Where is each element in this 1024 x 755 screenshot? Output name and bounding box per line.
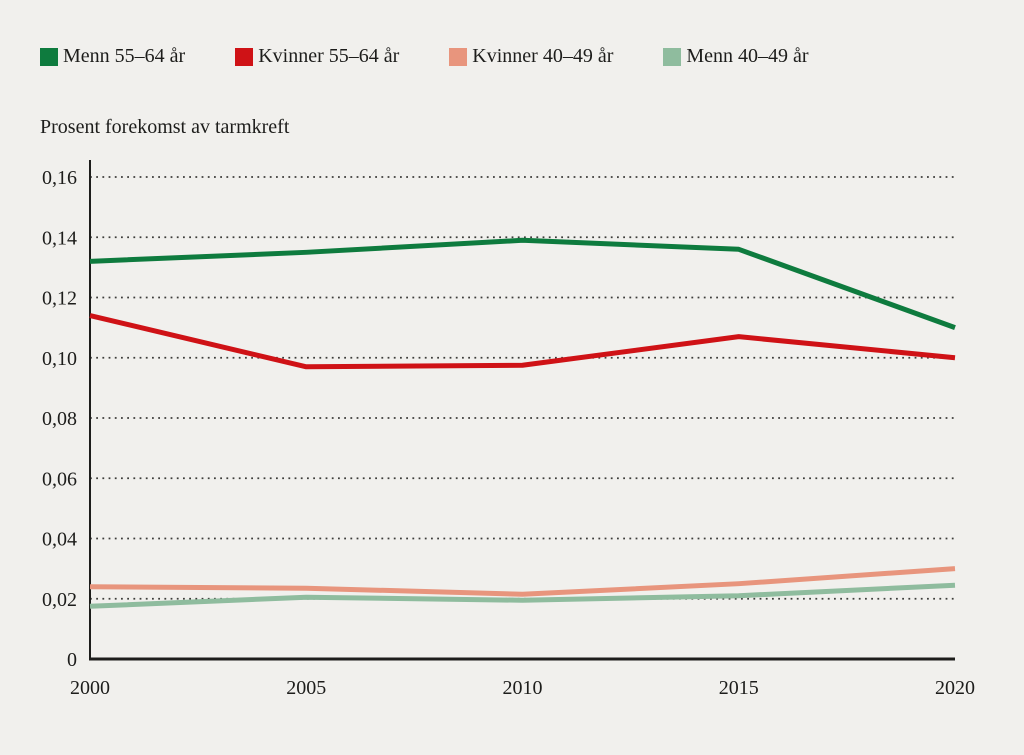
legend-item-4: Menn 40–49 år: [663, 45, 809, 68]
legend-label: Menn 55–64 år: [63, 45, 186, 67]
series-line-1: [89, 237, 956, 330]
x-axis-tick-label: 2005: [286, 677, 326, 699]
legend-swatch-icon: [40, 47, 58, 66]
y-axis-tick-label: 0,04: [42, 529, 77, 551]
y-axis-tick-label: 0,14: [42, 227, 77, 249]
y-axis-tick-label: 0,08: [42, 408, 77, 430]
legend-swatch-icon: [449, 47, 468, 66]
legend-item-2: Kvinner 55–64 år: [235, 45, 399, 68]
x-axis-tick-label: 2010: [503, 677, 543, 699]
legend-label: Kvinner 40–49 år: [472, 45, 614, 67]
series-line-4: [89, 582, 956, 609]
chart-title: Prosent forekomst av tarmkreft: [40, 116, 290, 138]
x-axis-tick-label: 2000: [70, 677, 110, 699]
legend-swatch-icon: [235, 47, 254, 66]
x-axis-tick-label: 2015: [719, 677, 759, 699]
chart-legend: Menn 55–64 år Kvinner 55–64 år Kvinner 40–…: [40, 45, 809, 68]
legend-item-3: Kvinner 40–49 år: [449, 45, 613, 68]
legend-item-1: Menn 55–64 år: [40, 45, 185, 68]
series-line-2: [89, 313, 956, 370]
y-axis-tick-label: 0,10: [42, 348, 77, 370]
y-axis-tick-label: 0,12: [42, 288, 77, 310]
y-axis-tick-label: 0,02: [42, 589, 77, 611]
series-line-3: [89, 566, 956, 597]
y-axis-tick-label: 0: [67, 649, 77, 671]
legend-swatch-icon: [663, 47, 682, 66]
legend-label: Menn 40–49 år: [686, 45, 809, 67]
y-axis-tick-label: 0,06: [42, 468, 77, 490]
x-axis-tick-label: 2020: [935, 677, 975, 699]
y-axis-tick-label: 0,16: [42, 167, 77, 189]
legend-label: Kvinner 55–64 år: [258, 45, 400, 67]
